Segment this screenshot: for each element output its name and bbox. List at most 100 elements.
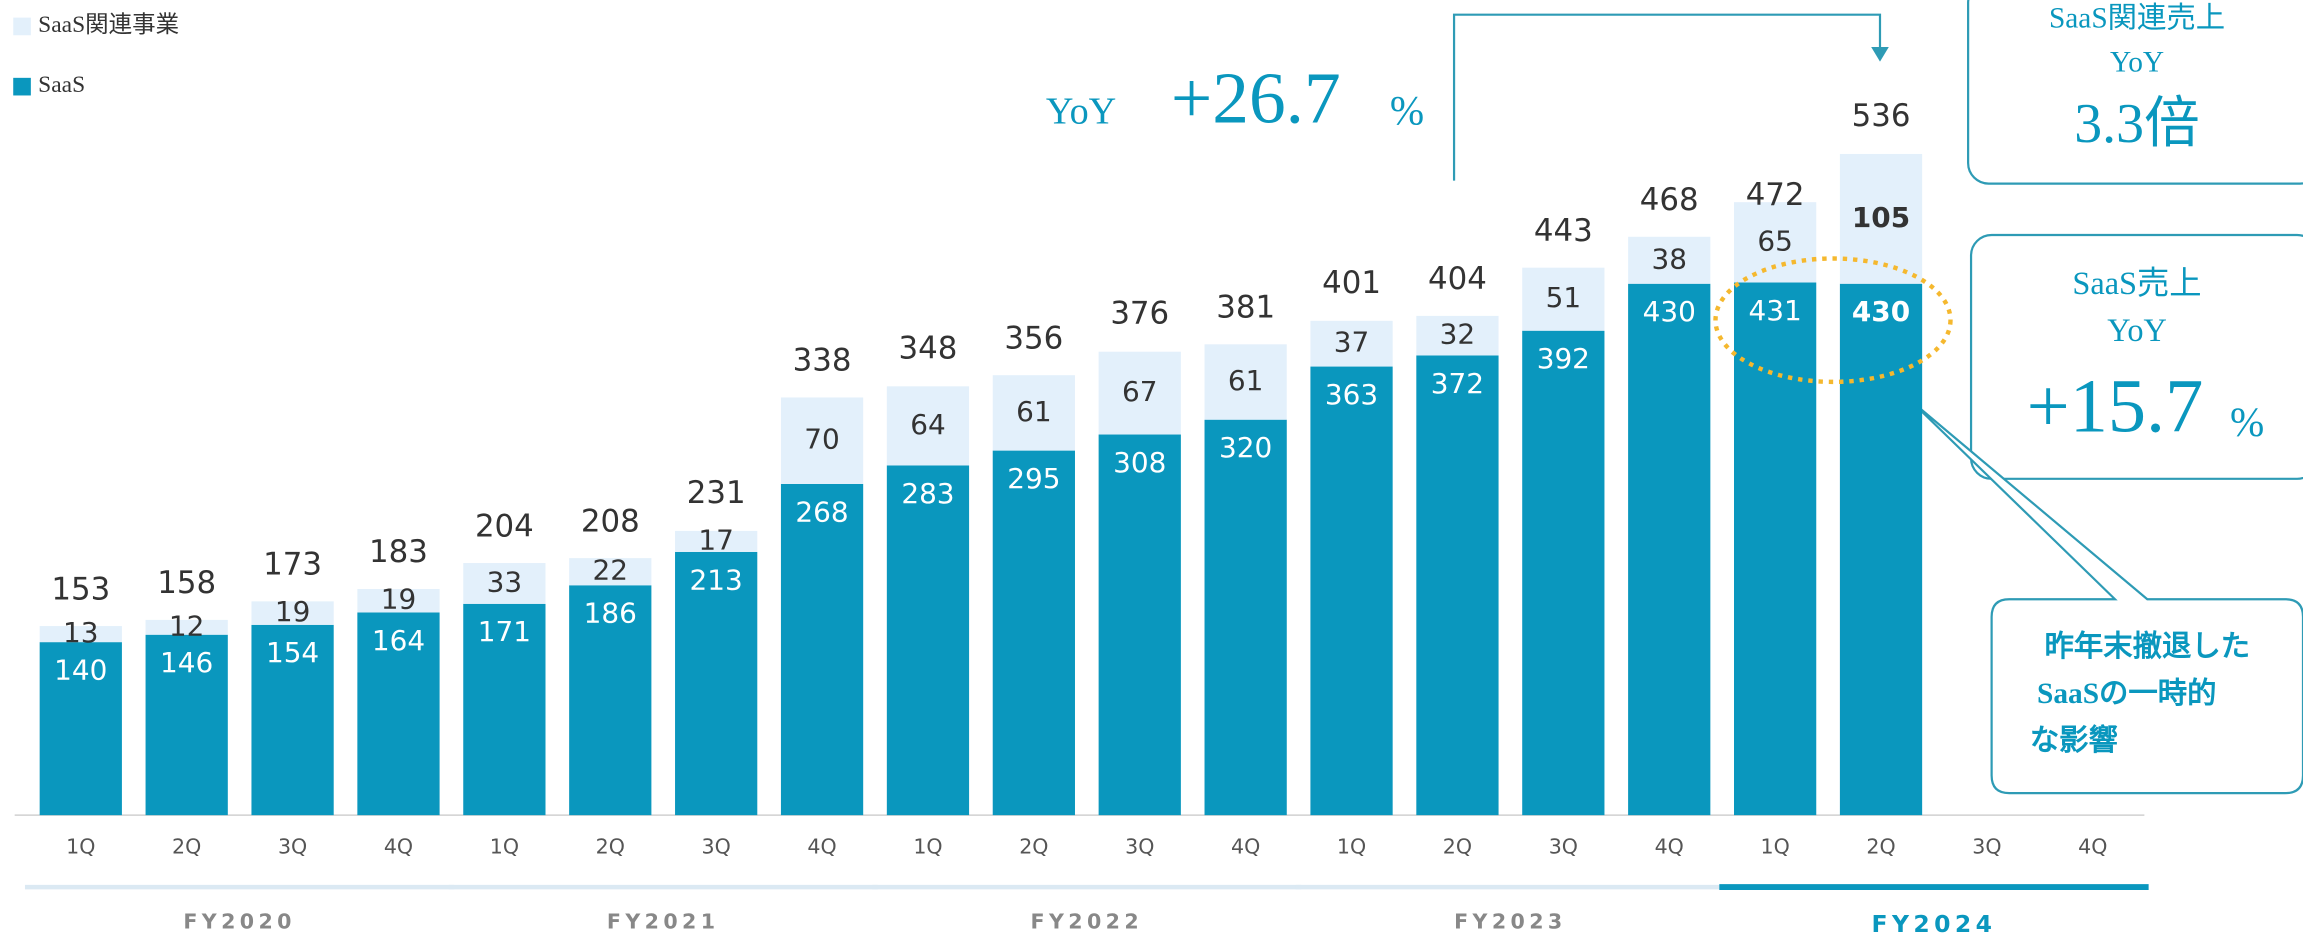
callout-text: YoY	[2107, 312, 2167, 348]
bar-segment	[357, 612, 440, 816]
total-label: 401	[1322, 265, 1381, 301]
value-label: 37	[1334, 326, 1370, 359]
value-label: 308	[1113, 446, 1166, 479]
value-label: 105	[1852, 201, 1910, 234]
bar-segment	[1310, 320, 1393, 367]
bar-segment	[463, 563, 546, 604]
x-tick-label: 3Q	[702, 834, 731, 858]
value-label: 61	[1228, 364, 1263, 397]
bar-segment	[675, 551, 758, 816]
value-label: 213	[690, 563, 743, 596]
legend-label: SaaS	[38, 72, 85, 98]
x-tick-label: 1Q	[490, 834, 519, 858]
bar-segment	[780, 483, 864, 816]
group-label: FY2024	[1872, 910, 1997, 935]
total-label: 208	[581, 503, 640, 539]
value-label: 19	[381, 583, 417, 616]
x-tick-label: 4Q	[1231, 834, 1260, 858]
x-tick-label: 3Q	[1125, 834, 1154, 858]
value-label: 17	[698, 523, 734, 556]
bar-segment	[1098, 434, 1181, 816]
bar-segment	[463, 603, 546, 816]
x-tick-label: 4Q	[2078, 834, 2107, 858]
value-label: 164	[372, 624, 425, 657]
bar-segment	[1098, 351, 1181, 435]
total-label: 536	[1852, 98, 1911, 134]
x-tick-label: 1Q	[1337, 834, 1366, 858]
group-label: FY2023	[1454, 909, 1567, 933]
group-label: FY2022	[1031, 909, 1144, 933]
total-label: 348	[899, 330, 958, 366]
legend-swatch	[13, 77, 31, 96]
value-label: 295	[1007, 462, 1060, 495]
bar-segment	[1839, 153, 1923, 284]
note-text: SaaSの一時的	[2037, 677, 2216, 710]
x-tick-label: 2Q	[1443, 834, 1472, 858]
callout-box	[1969, 233, 2303, 480]
x-tick-label: 1Q	[913, 834, 942, 858]
value-label: 171	[478, 615, 531, 648]
total-label: 468	[1640, 182, 1699, 218]
x-tick-label: 3Q	[1972, 834, 2001, 858]
value-label: 186	[584, 597, 637, 630]
value-label: 51	[1546, 281, 1582, 314]
callout-value: 3.3倍	[2074, 93, 2200, 155]
x-tick-label: 2Q	[1866, 834, 1895, 858]
bar-segment	[145, 619, 228, 635]
total-label: 472	[1746, 177, 1805, 213]
bar-segment	[569, 585, 652, 816]
callout-box	[1967, 0, 2303, 185]
legend-swatch	[13, 17, 31, 36]
value-label: 363	[1325, 378, 1378, 411]
total-label: 356	[1004, 320, 1063, 356]
value-label: 392	[1537, 342, 1590, 375]
callout-text: SaaS売上	[2072, 265, 2201, 301]
legend-label: SaaS関連事業	[38, 11, 179, 38]
group-label: FY2020	[183, 909, 296, 933]
bar-segment	[1416, 315, 1499, 356]
note-text: 昨年末撤退した	[2045, 629, 2251, 663]
total-label: 338	[793, 343, 852, 379]
total-label: 173	[263, 547, 322, 583]
bar-segment	[39, 642, 122, 816]
value-label: 64	[910, 408, 945, 441]
bar-segment	[675, 530, 758, 552]
bar-segment	[251, 624, 334, 816]
value-label: 146	[160, 646, 213, 679]
bar-segment	[1522, 330, 1605, 816]
value-label: 430	[1643, 295, 1696, 328]
value-label: 268	[795, 495, 848, 528]
total-label: 183	[369, 534, 428, 570]
bar-segment	[992, 450, 1075, 816]
bar-segment	[39, 626, 122, 643]
bar-segment	[1204, 419, 1287, 816]
x-tick-label: 3Q	[278, 834, 307, 858]
callout-text: SaaS関連売上	[2049, 1, 2225, 34]
note-text: な影響	[2030, 723, 2118, 757]
value-label: 430	[1852, 295, 1910, 328]
bar-segment	[1734, 282, 1817, 816]
x-tick-label: 1Q	[66, 834, 95, 858]
value-label: 12	[169, 609, 205, 642]
highlight-ellipse	[1713, 256, 1953, 385]
x-tick-label: 4Q	[807, 834, 836, 858]
value-label: 70	[804, 423, 839, 456]
bar-segment	[1734, 202, 1817, 283]
bar-segment	[1416, 355, 1499, 816]
annotation-prefix: YoY	[1046, 90, 1116, 132]
bar-segment	[357, 588, 440, 613]
bar-segment	[886, 465, 970, 816]
bar-segment	[145, 634, 228, 816]
bar-segment	[251, 601, 334, 625]
bar-segment	[780, 397, 864, 484]
callout-text: YoY	[2110, 46, 2164, 78]
callout-value: +15.7	[2027, 364, 2204, 449]
growth-arrow	[1452, 13, 1882, 181]
x-tick-label: 2Q	[1019, 834, 1048, 858]
value-label: 61	[1016, 395, 1051, 428]
value-label: 13	[63, 616, 99, 649]
bar-segment	[1839, 283, 1923, 816]
group-label: FY2021	[607, 909, 720, 933]
